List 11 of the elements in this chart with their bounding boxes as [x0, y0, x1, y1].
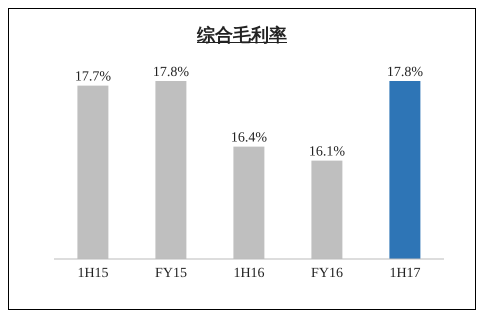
- x-tick-label: FY15: [155, 266, 187, 281]
- data-label: 17.7%: [74, 70, 112, 85]
- data-label: 17.8%: [386, 65, 424, 80]
- x-tick-label: 1H15: [77, 266, 109, 281]
- chart-title: 综合毛利率: [197, 25, 287, 45]
- x-tick-label: 1H17: [389, 266, 421, 281]
- x-tick-label: FY16: [311, 266, 343, 281]
- x-tick-label: 1H16: [233, 266, 265, 281]
- data-label: 16.1%: [308, 144, 346, 160]
- data-label: 17.8%: [152, 65, 190, 80]
- data-label: 16.4%: [230, 130, 268, 146]
